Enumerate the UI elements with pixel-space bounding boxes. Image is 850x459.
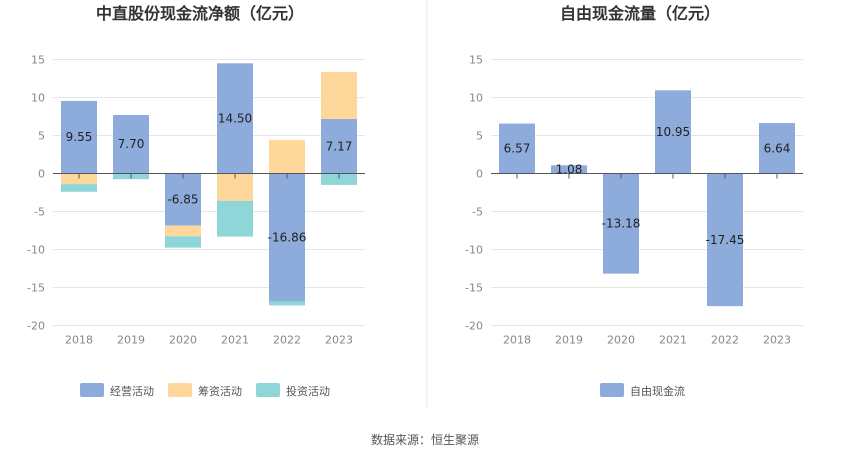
y-tick-label: -10 bbox=[465, 244, 483, 257]
x-tick-label: 2020 bbox=[169, 334, 197, 347]
bar-经营活动-2022 bbox=[269, 173, 305, 302]
x-tick-label: 2023 bbox=[325, 334, 353, 347]
legend-label: 自由现金流 bbox=[630, 384, 685, 398]
data-label: 9.55 bbox=[66, 130, 93, 144]
y-tick-label: -15 bbox=[27, 282, 45, 295]
bar-自由现金流-2021 bbox=[655, 90, 691, 174]
x-tick-label: 2022 bbox=[273, 334, 301, 347]
x-tick-label: 2021 bbox=[221, 334, 249, 347]
chart-panel-1: 中直股份现金流净额（亿元） 15 10 5 0 -5 -10 -15 -20 2018 2019 20… bbox=[27, 4, 365, 398]
x-tick-label: 2018 bbox=[503, 334, 531, 347]
x-tick-label: 2019 bbox=[117, 334, 145, 347]
data-label: 14.50 bbox=[218, 111, 252, 125]
y-tick-label: -5 bbox=[34, 206, 45, 219]
chart-title: 中直股份现金流净额（亿元） bbox=[96, 4, 304, 23]
chart-panel-2: 自由现金流量（亿元） 15 10 5 0 -5 -10 -15 -20 2018 2019 2020 2… bbox=[465, 4, 803, 398]
bar-自由现金流-2022 bbox=[707, 173, 743, 307]
x-tick-label: 2020 bbox=[607, 334, 635, 347]
y-tick-label: 15 bbox=[469, 54, 483, 67]
y-tick-label: 10 bbox=[469, 92, 483, 105]
bar-筹资活动-2018 bbox=[61, 173, 97, 185]
x-tick-label: 2019 bbox=[555, 334, 583, 347]
data-label: -17.45 bbox=[706, 233, 745, 247]
legend-label: 投资活动 bbox=[286, 384, 330, 398]
data-label: 6.64 bbox=[764, 141, 791, 155]
x-tick-label: 2023 bbox=[763, 334, 791, 347]
bar-自由现金流-2018 bbox=[499, 123, 535, 174]
y-tick-label: -20 bbox=[27, 320, 45, 333]
data-label: 10.95 bbox=[656, 125, 690, 139]
y-tick-label: -5 bbox=[472, 206, 483, 219]
y-tick-label: 10 bbox=[31, 92, 45, 105]
chart-title: 自由现金流量（亿元） bbox=[560, 4, 720, 23]
y-tick-label: 5 bbox=[38, 130, 45, 143]
bar-经营活动-2023 bbox=[321, 119, 357, 174]
data-label: 1.08 bbox=[556, 162, 583, 176]
y-tick-label: 0 bbox=[476, 168, 483, 181]
bar-投资活动-2022 bbox=[269, 301, 305, 306]
legend-swatch bbox=[256, 383, 280, 397]
x-tick-label: 2021 bbox=[659, 334, 687, 347]
y-tick-label: -20 bbox=[465, 320, 483, 333]
y-tick-label: -10 bbox=[27, 244, 45, 257]
bar-投资活动-2018 bbox=[61, 184, 97, 192]
data-label: 7.17 bbox=[326, 139, 353, 153]
bar-经营活动-2021 bbox=[217, 63, 253, 174]
bar-自由现金流-2023 bbox=[759, 123, 795, 174]
bar-筹资活动-2022 bbox=[269, 140, 305, 174]
bar-经营活动-2020 bbox=[165, 173, 201, 226]
data-label: -16.86 bbox=[268, 231, 307, 245]
bar-经营活动-2018 bbox=[61, 100, 97, 174]
legend-label: 筹资活动 bbox=[198, 384, 242, 398]
legend-swatch bbox=[600, 383, 624, 397]
legend-label: 经营活动 bbox=[110, 384, 154, 398]
data-label: -13.18 bbox=[602, 217, 641, 231]
bar-筹资活动-2020 bbox=[165, 225, 201, 237]
y-tick-label: 5 bbox=[476, 130, 483, 143]
bar-自由现金流-2020 bbox=[603, 173, 639, 274]
legend-swatch bbox=[168, 383, 192, 397]
bar-投资活动-2021 bbox=[217, 200, 253, 237]
x-tick-label: 2022 bbox=[711, 334, 739, 347]
bar-经营活动-2019 bbox=[113, 114, 149, 174]
data-label: 7.70 bbox=[118, 137, 145, 151]
data-label: -6.85 bbox=[167, 193, 198, 207]
bar-投资活动-2023 bbox=[321, 173, 357, 185]
source-note: 数据来源：恒生聚源 bbox=[370, 433, 479, 447]
data-label: 6.57 bbox=[504, 142, 531, 156]
bar-筹资活动-2023 bbox=[321, 71, 357, 120]
y-tick-label: 0 bbox=[38, 168, 45, 181]
bar-投资活动-2020 bbox=[165, 236, 201, 248]
y-tick-label: 15 bbox=[31, 54, 45, 67]
x-tick-label: 2018 bbox=[65, 334, 93, 347]
bar-自由现金流-2019 bbox=[551, 165, 587, 174]
y-tick-label: -15 bbox=[465, 282, 483, 295]
legend-swatch bbox=[80, 383, 104, 397]
